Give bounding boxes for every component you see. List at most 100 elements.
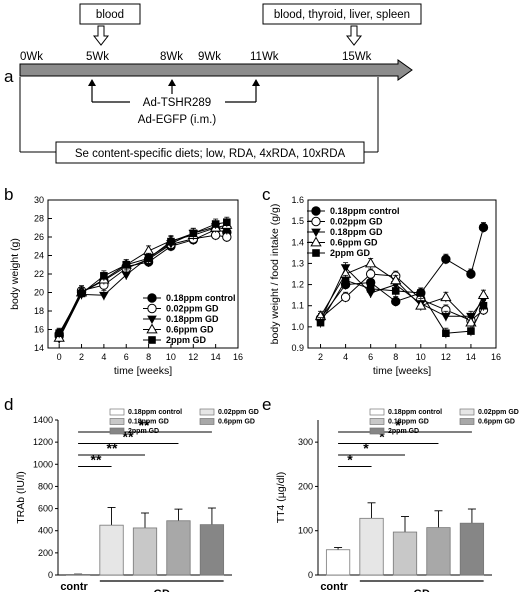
tissues-box-label: blood, thyroid, liver, spleen [274,9,410,21]
significance-mark: ** [139,417,150,433]
data-point [341,276,350,285]
injection-label-1: Ad-TSHR289 [143,97,211,109]
bar [325,549,351,576]
series-4 [55,216,231,339]
legend-marker [147,303,157,314]
y-tick-label: 300 [298,437,313,447]
legend-label: 0.18ppm control [128,409,182,416]
y-tick-label: 1.2 [291,280,304,290]
blood-arrow [92,25,110,46]
legend-label: 2ppm GD [388,428,419,435]
tissues-box [262,3,422,25]
group-label-contr: contr [60,581,88,592]
legend-label: 0.18ppm GD [128,419,169,426]
y-tick-label: 1.5 [291,216,304,226]
group-label-contr: contr [320,581,348,592]
blood-box [79,3,141,25]
x-tick-label: 16 [491,352,501,362]
x-tick-label: 12 [188,352,198,362]
data-point [55,329,63,337]
bar [459,522,485,576]
significance-mark: ** [91,452,102,468]
series-4 [316,274,488,339]
y-tick-label: 1.4 [291,237,304,247]
data-point [417,289,425,297]
data-point [77,289,86,298]
data-point [442,329,450,337]
y-tick-label: 1.3 [291,258,304,268]
data-point [391,287,400,295]
y-tick-label: 22 [34,269,44,279]
data-point [121,271,132,280]
data-point [122,260,131,269]
legend-marker [311,216,321,227]
y-tick-label: 800 [38,481,53,491]
y-tick-label: 1400 [33,415,53,425]
y-tick-label: 0 [48,570,53,580]
tissues-arrow [345,25,363,46]
x-tick-label: 8 [393,352,398,362]
data-point [391,296,401,307]
y-tick-label: 24 [34,251,44,261]
y-tick-label: 600 [38,504,53,514]
x-tick-label: 0 [57,352,62,362]
injection-label-2: Ad-EGFP (i.m.) [138,114,217,126]
legend-label: 2ppm GD [166,335,207,345]
y-axis-label: body weight / food intake (g/g) [269,204,281,345]
diet-box [55,141,365,164]
legend-marker [311,206,321,216]
x-tick-label: 10 [416,352,426,362]
y-tick-label: 200 [298,481,313,491]
group-label-gd: GD [153,588,170,592]
timeline-panel: blood blood, thyroid, liver, spleen 0Wk … [19,3,422,164]
y-tick-label: 1200 [33,437,53,447]
significance-mark: * [395,417,401,433]
panel-letter-a: a [4,67,14,86]
legend-label: 0.18ppm GD [330,227,383,237]
series-2 [315,262,489,326]
legend-label: 0.02ppm GD [478,409,519,416]
legend-marker [312,249,320,257]
legend-label: 0.18ppm control [330,206,400,216]
group-label-gd: GD [413,588,430,592]
legend-swatch [109,408,125,416]
y-tick-label: 18 [34,306,44,316]
legend-label: 0.02ppm GD [166,304,219,314]
y-tick-label: 1.6 [291,195,304,205]
x-tick-label: 4 [343,352,348,362]
injection-arrowhead-11wk [252,79,260,86]
legend-label: 0.02ppm GD [218,409,259,416]
legend-label: 0.6ppm GD [478,419,515,426]
series-line [320,279,484,334]
y-tick-label: 200 [38,548,53,558]
legend-label: 2ppm GD [330,248,371,258]
legend-marker [311,228,321,237]
legend-marker [146,323,158,334]
legend-label: 0.6ppm GD [218,419,255,426]
bar [359,517,384,576]
significance-mark: ** [107,440,118,456]
legend-marker [148,336,156,344]
x-tick-label: 4 [101,352,106,362]
x-tick-label: 12 [441,352,451,362]
legend-swatch [109,418,125,425]
week-label-5: 5Wk [86,51,109,63]
x-axis-label: time [weeks] [114,365,172,377]
diet-label: Se content-specific diets; low, RDA, 4xR… [75,148,346,160]
y-tick-label: 1.0 [291,322,304,332]
data-point [340,292,351,302]
bar [392,531,418,576]
data-point [167,237,175,246]
x-tick-label: 14 [211,352,221,362]
chart-d: 0 200 400 600 800 1000 1200 1400 TRAb (IU/l) ** **… [15,408,259,592]
legend-swatch [199,418,215,425]
legend-swatch [369,408,385,416]
week-label-0: 0Wk [20,51,43,63]
significance-mark: * [379,429,385,445]
panel-letter-d: d [4,395,13,414]
legend-marker [147,293,157,303]
significance-mark: * [347,452,353,468]
y-axis-label: TT4 (µg/dl) [275,472,287,524]
